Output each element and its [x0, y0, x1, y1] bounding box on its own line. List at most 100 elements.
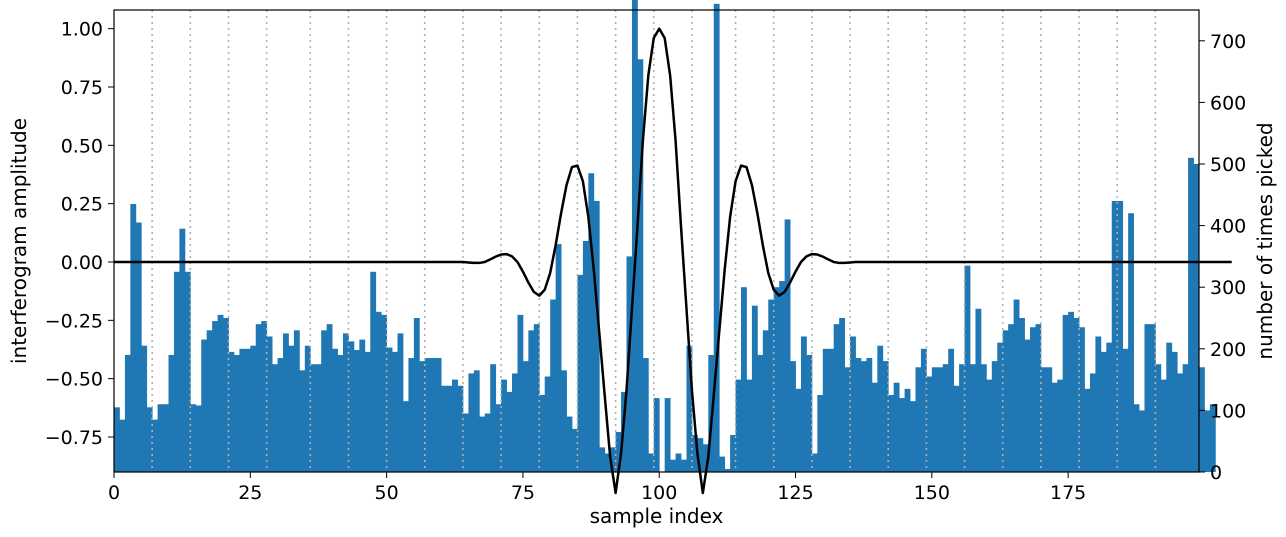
bar	[375, 311, 382, 472]
bar	[713, 3, 720, 473]
bar	[201, 339, 208, 472]
bar	[1144, 324, 1151, 472]
bar	[413, 318, 420, 472]
bar	[1008, 324, 1015, 472]
bar	[1166, 342, 1173, 472]
bar	[779, 281, 786, 472]
bar	[1188, 157, 1194, 472]
bar	[942, 364, 949, 472]
bar	[135, 222, 142, 472]
bar	[970, 364, 976, 472]
bar	[1057, 379, 1064, 472]
bar	[1062, 314, 1069, 472]
bar	[899, 398, 905, 472]
bar	[206, 330, 213, 472]
bar	[555, 244, 562, 472]
bar	[593, 200, 600, 472]
bar	[719, 456, 726, 472]
bar	[637, 59, 644, 472]
bar	[457, 385, 464, 472]
bar	[152, 419, 159, 472]
bar	[1084, 388, 1091, 472]
bar	[751, 305, 758, 472]
bar	[784, 219, 791, 472]
bar	[566, 416, 573, 472]
bar	[299, 370, 306, 472]
x-tick-label: 125	[777, 482, 813, 504]
bar	[430, 358, 437, 472]
bar	[277, 358, 284, 472]
bar	[953, 385, 960, 472]
bar	[910, 401, 916, 472]
bar	[631, 0, 638, 473]
bar	[332, 348, 338, 472]
y-right-tick-label: 500	[1210, 154, 1246, 176]
bar	[392, 351, 398, 472]
bar	[790, 361, 796, 472]
bar	[228, 351, 235, 472]
bar	[157, 404, 164, 472]
bar	[517, 314, 524, 472]
y-right-tick-label: 200	[1210, 339, 1246, 361]
bar	[495, 404, 502, 472]
bar	[239, 348, 246, 472]
x-tick-label: 175	[1050, 482, 1086, 504]
bar	[724, 468, 731, 472]
bar	[506, 391, 513, 472]
bar	[1100, 351, 1107, 472]
x-tick-label: 50	[375, 482, 399, 504]
bar	[702, 444, 709, 472]
bar	[1133, 404, 1140, 472]
y-left-tick-label: 0.50	[61, 135, 103, 157]
bar	[195, 405, 202, 472]
bar	[479, 416, 486, 472]
bar	[370, 271, 377, 472]
interferogram-line	[114, 27, 1232, 495]
bar	[986, 379, 993, 472]
bar	[746, 379, 753, 472]
bar	[512, 373, 518, 472]
bar	[1122, 348, 1129, 472]
bar	[223, 318, 229, 472]
bar	[1035, 324, 1042, 472]
bar	[741, 287, 747, 472]
bar	[212, 321, 218, 472]
y-left-tick-label: 0.00	[61, 252, 103, 274]
y-right-tick-label: 0	[1210, 462, 1222, 484]
bar	[173, 271, 180, 472]
bar	[817, 395, 824, 472]
bar	[179, 228, 186, 472]
bar	[670, 459, 676, 472]
bar	[283, 333, 289, 472]
bar	[501, 379, 507, 472]
bar	[1117, 200, 1124, 472]
bar	[697, 438, 704, 472]
x-tick-label: 100	[641, 482, 677, 504]
bar	[828, 348, 835, 472]
bar	[937, 367, 944, 472]
plot-frame	[113, 9, 1200, 473]
bar	[1089, 373, 1096, 472]
bar	[664, 398, 671, 472]
y-right-tick-label: 600	[1210, 92, 1246, 114]
bar	[773, 287, 780, 472]
y-left-tick-label: 0.25	[61, 194, 103, 216]
bar	[146, 407, 153, 472]
bar	[1111, 200, 1118, 472]
bar	[730, 435, 736, 472]
bar	[419, 361, 426, 472]
bar	[991, 361, 998, 472]
bar	[402, 401, 409, 472]
bar	[1013, 299, 1020, 472]
bar	[321, 330, 328, 472]
bar	[539, 395, 546, 472]
bar	[484, 413, 491, 472]
bar	[337, 354, 344, 472]
bar	[642, 358, 649, 472]
bar	[735, 379, 742, 472]
bar	[217, 314, 224, 472]
bar	[550, 299, 557, 472]
bar	[681, 459, 687, 472]
bar	[839, 318, 845, 472]
bar	[964, 265, 971, 472]
